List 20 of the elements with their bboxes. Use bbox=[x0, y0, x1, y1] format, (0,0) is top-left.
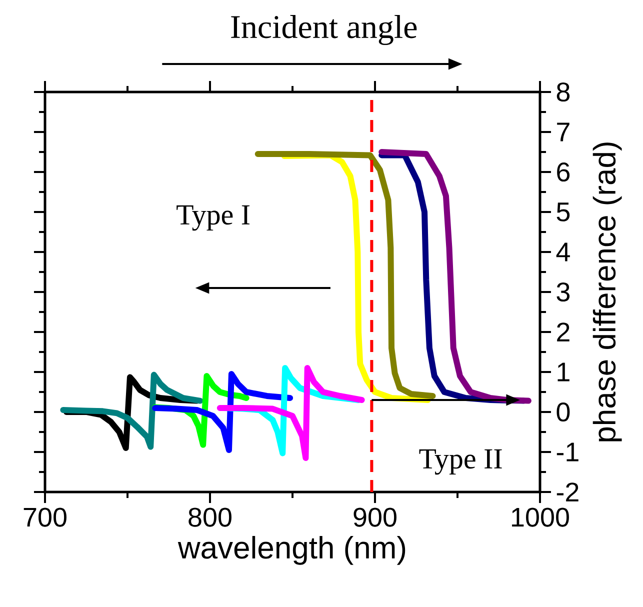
y-tick-label: 6 bbox=[557, 162, 570, 182]
annotation: Type I bbox=[176, 205, 250, 231]
y-tick-label: 8 bbox=[556, 82, 570, 102]
y-axis-title: phase difference (rad) bbox=[592, 142, 622, 442]
y-tick-label: 2 bbox=[557, 322, 570, 342]
y-tick-label: 1 bbox=[558, 362, 570, 382]
y-tick-label: 0 bbox=[556, 402, 570, 422]
x-tick-label: 700 bbox=[24, 508, 66, 527]
x-tick-label: 1000 bbox=[512, 508, 569, 527]
y-tick-label: 5 bbox=[556, 202, 570, 222]
text: Incident angle bbox=[231, 14, 417, 46]
x-axis-title: wavelength (nm) bbox=[178, 536, 406, 565]
x-tick-label: 900 bbox=[354, 508, 396, 527]
y-tick-label: 4 bbox=[556, 242, 570, 262]
y-tick-label: 3 bbox=[556, 282, 570, 302]
y-tick-label: 7 bbox=[557, 122, 570, 142]
y-tick-label: -2 bbox=[556, 482, 578, 502]
x-tick-label: 800 bbox=[188, 508, 232, 527]
annotation: Type II bbox=[419, 449, 502, 475]
y-tick-label: -1 bbox=[556, 442, 578, 462]
